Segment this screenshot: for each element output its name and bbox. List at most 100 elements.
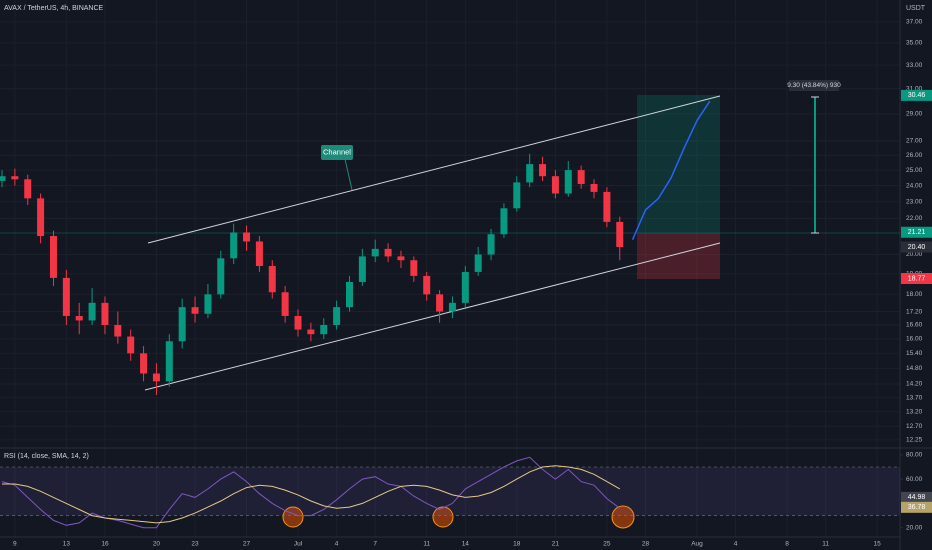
candle-body: [358, 256, 366, 282]
x-tick-label: 14: [462, 541, 470, 548]
x-tick-label: Aug: [691, 541, 703, 548]
candle-body: [371, 248, 379, 257]
x-tick-label: 8: [785, 541, 789, 548]
y-tick-label: 15.40: [906, 350, 923, 357]
candle-body: [127, 336, 135, 354]
candle-body: [384, 248, 392, 257]
x-tick-label: 13: [63, 541, 71, 548]
y-tick-label: 20.00: [906, 251, 923, 258]
candle-body: [178, 307, 186, 342]
y-tick-label: 31.00: [906, 85, 923, 92]
price-badge-label: 21.21: [908, 229, 926, 236]
x-tick-label: 11: [822, 541, 829, 548]
candle-body: [255, 241, 263, 267]
y-tick-label: 17.20: [906, 308, 923, 315]
candle-body: [37, 198, 45, 237]
price-badge: [901, 501, 932, 513]
candle-body: [165, 341, 173, 382]
x-tick-label: 4: [734, 541, 738, 548]
y-tick-label: 13.70: [906, 394, 923, 401]
x-tick-label: 20: [153, 541, 161, 548]
x-tick-label: 18: [513, 541, 521, 548]
x-tick-label: 16: [101, 541, 109, 548]
rsi-sma-line: [2, 465, 621, 524]
x-tick-label: 23: [191, 541, 199, 548]
candle-body: [49, 236, 57, 278]
price-badge: [901, 241, 932, 253]
y-tick-label: 24.00: [906, 182, 923, 189]
candle-body: [191, 307, 199, 314]
candle-body: [307, 329, 315, 335]
x-tick-label: 21: [552, 541, 560, 548]
y-tick-label: 13.20: [906, 408, 923, 415]
y-tick-label: 14.20: [906, 381, 923, 388]
candle-body: [345, 281, 353, 308]
candle-body: [11, 176, 19, 180]
candle-body: [410, 260, 418, 276]
price-badge-label: 36.78: [908, 504, 926, 511]
price-badge-label: 18.77: [908, 275, 926, 282]
highlight-circle: [611, 505, 635, 529]
y-tick-label: 37.00: [906, 19, 923, 26]
candle-body: [101, 302, 109, 325]
candle-body: [0, 176, 6, 181]
profit-zone: [637, 95, 720, 233]
y-tick-label: 33.00: [906, 62, 923, 69]
candle-body: [564, 170, 572, 194]
x-tick-label: Jul: [294, 541, 303, 548]
currency-label: USDT: [906, 5, 926, 12]
candle-body: [62, 277, 70, 316]
loss-zone: [637, 233, 720, 279]
callout-pointer: [344, 158, 353, 191]
price-badge-label: 20.40: [908, 244, 926, 251]
candle-body: [397, 256, 405, 261]
measure-box: [789, 80, 839, 91]
y-tick-label: 16.60: [906, 322, 923, 329]
y-tick-label: 29.00: [906, 111, 923, 118]
candle-body: [590, 183, 598, 192]
candle-body: [114, 324, 122, 337]
x-tick-label: 11: [423, 541, 430, 548]
candle-body: [423, 275, 431, 295]
candle-body: [230, 232, 238, 259]
y-tick-label: 18.00: [906, 291, 923, 298]
candle-body: [603, 191, 611, 222]
x-tick-label: 7: [373, 541, 377, 548]
candle-body: [24, 179, 32, 199]
channel-lower: [144, 242, 721, 391]
x-tick-label: 25: [603, 541, 611, 548]
symbol-title: AVAX / TetherUS, 4h, BINANCE: [4, 5, 104, 12]
rsi-title: RSI (14, close, SMA, 14, 2): [4, 453, 89, 460]
x-tick-label: 27: [243, 541, 251, 548]
y-tick-label: 27.00: [906, 138, 923, 145]
price-badge-label: 44.98: [908, 494, 926, 501]
candle-body: [140, 353, 148, 374]
candle-body: [513, 182, 521, 209]
x-tick-label: 9: [13, 541, 17, 548]
candle-body: [487, 234, 495, 255]
price-badge: [901, 491, 932, 503]
price-badge: [901, 89, 932, 101]
candle-body: [616, 221, 624, 248]
y-tick-label: 12.70: [906, 423, 923, 430]
projection-line: [631, 100, 711, 240]
candle-body: [320, 324, 328, 335]
highlight-circle: [432, 506, 454, 528]
candle-body: [461, 271, 469, 303]
measure-label: 9.30 (43.84%) 930: [787, 82, 841, 89]
candle-body: [448, 302, 456, 312]
price-badge: [901, 273, 932, 285]
callout-label: Channel: [323, 147, 351, 156]
candle-body: [204, 294, 212, 314]
callout-box: [321, 145, 353, 160]
y-tick-label: 23.00: [906, 198, 923, 205]
candle-body: [268, 266, 276, 293]
x-tick-label: 28: [642, 541, 650, 548]
y-tick-label: 80.00: [906, 452, 923, 459]
y-tick-label: 22.00: [906, 215, 923, 222]
y-tick-label: 20.00: [906, 524, 923, 531]
candle-body: [500, 208, 508, 235]
candle-body: [75, 315, 83, 321]
candle-body: [551, 176, 559, 194]
